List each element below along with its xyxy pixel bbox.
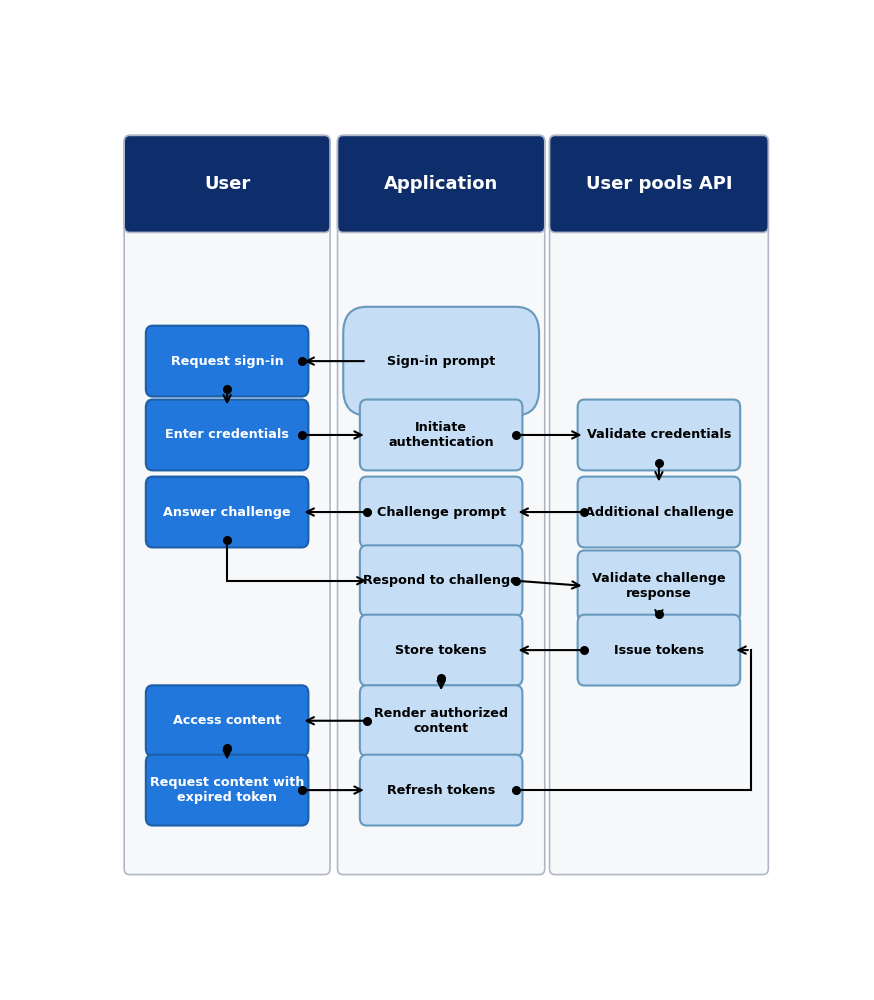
Text: Validate credentials: Validate credentials	[586, 428, 732, 441]
Text: Issue tokens: Issue tokens	[614, 644, 704, 657]
Text: Request content with
expired token: Request content with expired token	[150, 776, 304, 804]
Text: Render authorized
content: Render authorized content	[374, 707, 508, 735]
FancyBboxPatch shape	[360, 755, 523, 826]
FancyBboxPatch shape	[578, 550, 740, 621]
FancyBboxPatch shape	[337, 135, 545, 232]
Text: Access content: Access content	[173, 714, 281, 727]
FancyBboxPatch shape	[146, 685, 309, 756]
Text: Application: Application	[384, 175, 498, 193]
FancyBboxPatch shape	[343, 307, 539, 415]
Text: Challenge prompt: Challenge prompt	[377, 506, 506, 519]
Text: Answer challenge: Answer challenge	[163, 506, 291, 519]
FancyBboxPatch shape	[146, 326, 309, 397]
FancyBboxPatch shape	[146, 400, 309, 470]
FancyBboxPatch shape	[360, 545, 523, 616]
Text: Request sign-in: Request sign-in	[170, 355, 283, 368]
FancyBboxPatch shape	[578, 477, 740, 547]
FancyBboxPatch shape	[360, 685, 523, 756]
FancyBboxPatch shape	[578, 615, 740, 686]
Text: Refresh tokens: Refresh tokens	[387, 784, 496, 797]
Text: User pools API: User pools API	[586, 175, 732, 193]
Text: Enter credentials: Enter credentials	[165, 428, 289, 441]
FancyBboxPatch shape	[360, 477, 523, 547]
FancyBboxPatch shape	[360, 400, 523, 470]
FancyBboxPatch shape	[146, 477, 309, 547]
Text: User: User	[204, 175, 250, 193]
Text: Store tokens: Store tokens	[395, 644, 487, 657]
FancyBboxPatch shape	[146, 755, 309, 826]
FancyBboxPatch shape	[550, 135, 768, 875]
FancyBboxPatch shape	[337, 135, 545, 875]
FancyBboxPatch shape	[578, 400, 740, 470]
Text: Initiate
authentication: Initiate authentication	[388, 421, 494, 449]
FancyBboxPatch shape	[550, 135, 768, 232]
Text: Additional challenge: Additional challenge	[585, 506, 733, 519]
Text: Validate challenge
response: Validate challenge response	[592, 572, 725, 600]
FancyBboxPatch shape	[360, 615, 523, 686]
FancyBboxPatch shape	[124, 135, 330, 232]
Text: Respond to challenge: Respond to challenge	[364, 574, 519, 587]
FancyBboxPatch shape	[124, 135, 330, 875]
Text: Sign-in prompt: Sign-in prompt	[387, 355, 496, 368]
